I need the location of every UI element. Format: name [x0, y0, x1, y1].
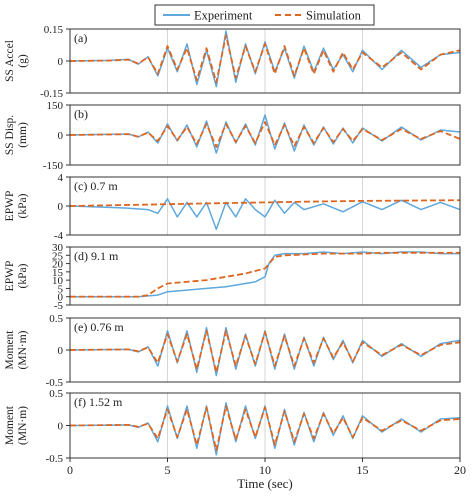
- y-tick-label: 4: [58, 172, 64, 184]
- y-tick-label: 0: [58, 201, 64, 213]
- panel-frame: [69, 104, 461, 166]
- y-tick-label: 25: [52, 250, 64, 262]
- x-tick-label: 5: [165, 463, 171, 477]
- y-tick-label: -150: [43, 160, 64, 172]
- series-simulation: [69, 34, 461, 84]
- series-experiment: [69, 402, 461, 456]
- panel-e: 0.5 0 -0.5 Moment(MN·m) (e) 0.76 m: [4, 313, 461, 389]
- panel-label: (c) 0.7 m: [74, 179, 118, 193]
- y-tick-label: 20: [52, 259, 64, 271]
- panel-f: 0.5 0 -0.5 Moment(MN·m) (f) 1.52 m: [4, 388, 461, 465]
- y-tick-label: 0.5: [49, 388, 63, 400]
- panel-frame: [69, 176, 461, 236]
- panel-b: 150 0 -150 SS Disp.(mm) (b): [4, 100, 461, 172]
- y-axis-label: EPWP(kPa): [4, 261, 29, 292]
- y-tick-label: 0: [58, 421, 64, 433]
- panel-frame: [69, 28, 461, 94]
- y-tick-label: -0.15: [40, 88, 63, 100]
- panel-a: 0.15 0 -0.15 SS Accel(g) (a): [4, 24, 461, 100]
- y-tick-label: 0: [58, 345, 64, 357]
- y-tick-label: 0.15: [44, 24, 64, 36]
- series-simulation: [69, 199, 461, 207]
- legend: Experiment Simulation: [154, 4, 375, 26]
- series-simulation: [69, 329, 461, 374]
- series-experiment: [69, 114, 461, 154]
- legend-simulation-label: Simulation: [306, 9, 362, 23]
- y-tick-label: 10: [52, 275, 64, 287]
- y-axis-label: Moment(MN·m): [4, 330, 29, 370]
- series-simulation: [69, 405, 461, 452]
- panel-label: (f) 1.52 m: [74, 395, 123, 409]
- panel-c: 4 0 -4 EPWP(kPa) (c) 0.7 m: [4, 172, 461, 242]
- series-experiment: [69, 326, 461, 377]
- panel-frame: [69, 246, 461, 306]
- panel-label: (b): [74, 107, 88, 121]
- panel-label: (d) 9.1 m: [74, 249, 119, 263]
- x-tick-label: 20: [454, 463, 466, 477]
- y-tick-label: -4: [54, 230, 64, 242]
- y-tick-label: 30: [52, 242, 64, 254]
- y-tick-label: 0.5: [49, 313, 63, 325]
- panel-frame: [69, 317, 461, 383]
- series-simulation: [70, 251, 460, 298]
- legend-experiment-label: Experiment: [194, 9, 253, 23]
- y-tick-label: -0.5: [46, 453, 64, 465]
- legend-box: [154, 4, 375, 26]
- y-tick-label: 5: [58, 283, 64, 295]
- panel-label: (e) 0.76 m: [74, 320, 124, 334]
- x-tick-label: 10: [259, 463, 271, 477]
- series-experiment: [69, 198, 461, 230]
- series-simulation: [69, 121, 461, 148]
- y-axis-label: SS Accel(g): [4, 40, 29, 82]
- y-axis-label: SS Disp.(mm): [4, 115, 29, 155]
- y-tick-label: 0: [58, 292, 64, 304]
- x-axis-label: Time (sec): [237, 476, 293, 491]
- y-tick-label: 150: [47, 100, 64, 112]
- y-tick-label: 0: [58, 130, 64, 142]
- y-tick-label: -5: [54, 300, 64, 312]
- y-axis-label: Moment(MN·m): [4, 405, 29, 445]
- x-tick-label: 0: [67, 463, 73, 477]
- y-tick-label: -0.5: [46, 377, 64, 389]
- panel-label: (a): [74, 31, 87, 45]
- y-tick-label: 15: [52, 267, 64, 279]
- y-axis-label: EPWP(kPa): [4, 191, 29, 222]
- x-tick-label: 15: [357, 463, 369, 477]
- x-axis: 0 5 10 15 20: [67, 458, 466, 477]
- y-tick-label: 0: [58, 56, 64, 68]
